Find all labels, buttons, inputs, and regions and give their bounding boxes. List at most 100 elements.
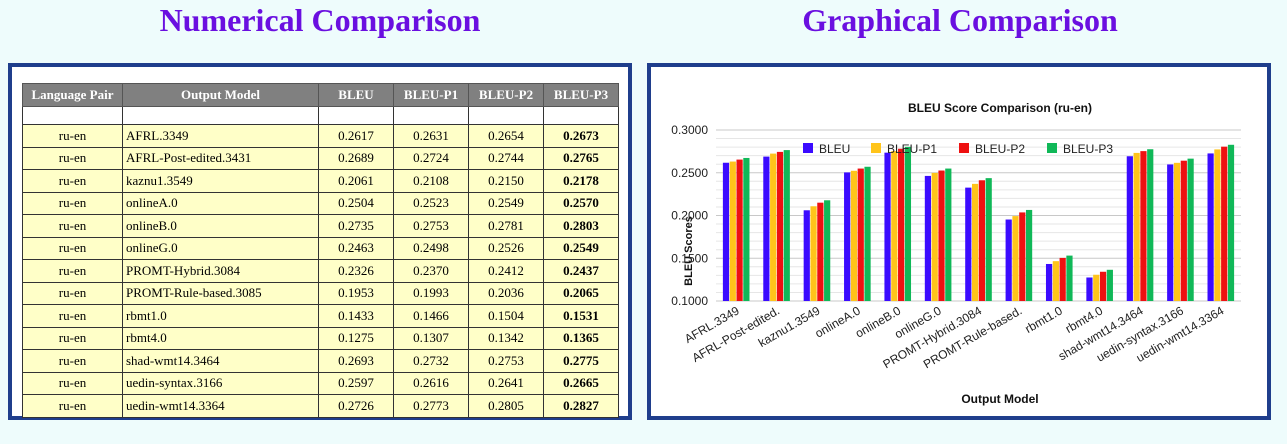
- bar: [1012, 216, 1019, 301]
- bar: [972, 183, 979, 301]
- cell-bleu-p1: 0.1466: [393, 304, 469, 328]
- cell-bleu: 0.1275: [318, 326, 394, 350]
- bar: [736, 159, 743, 301]
- table-spacer-row: [22, 106, 619, 125]
- cell-output-model: PROMT-Hybrid.3084: [122, 259, 319, 283]
- chart-bars: [722, 144, 1235, 301]
- bar: [931, 172, 938, 301]
- legend-label: BLEU-P3: [1063, 142, 1113, 156]
- bar: [783, 150, 790, 301]
- cell-language-pair: ru-en: [22, 124, 123, 148]
- cell-language-pair: ru-en: [22, 259, 123, 283]
- bar: [1086, 277, 1093, 301]
- header-output-model: Output Model: [122, 83, 319, 107]
- y-tick-label: 0.2500: [671, 166, 708, 180]
- cell-bleu-p3: 0.1365: [543, 326, 619, 350]
- cell-bleu-p2: 0.2654: [468, 124, 544, 148]
- bar: [1133, 152, 1140, 301]
- table-row: ru-en onlineA.0 0.2504 0.2523 0.2549 0.2570: [22, 191, 619, 215]
- cell-bleu-p2: 0.2036: [468, 281, 544, 305]
- cell-bleu: 0.2326: [318, 259, 394, 283]
- cell-language-pair: ru-en: [22, 371, 123, 395]
- table-row: ru-en rbmt4.0 0.1275 0.1307 0.1342 0.1365: [22, 326, 619, 350]
- bar: [864, 166, 871, 301]
- bar: [1126, 156, 1133, 301]
- cell-language-pair: ru-en: [22, 349, 123, 373]
- cell-bleu: 0.2689: [318, 146, 394, 170]
- cell-bleu-p3: 0.2065: [543, 281, 619, 305]
- cell-bleu: 0.2463: [318, 236, 394, 260]
- cell-output-model: shad-wmt14.3464: [122, 349, 319, 373]
- cell-language-pair: ru-en: [22, 304, 123, 328]
- cell-bleu-p3: 0.2765: [543, 146, 619, 170]
- table-row: ru-en uedin-syntax.3166 0.2597 0.2616 0.2641…: [22, 371, 619, 395]
- cell-output-model: onlineA.0: [122, 191, 319, 215]
- cell-bleu-p3: 0.2549: [543, 236, 619, 260]
- cell-output-model: uedin-syntax.3166: [122, 371, 319, 395]
- y-tick-label: 0.1000: [671, 294, 708, 308]
- cell-bleu-p2: 0.2781: [468, 214, 544, 238]
- cell-bleu: 0.2735: [318, 214, 394, 238]
- chart-title: BLEU Score Comparison (ru-en): [908, 101, 1092, 115]
- bar: [844, 172, 851, 301]
- bar: [1093, 274, 1100, 301]
- cell-bleu-p2: 0.2744: [468, 146, 544, 170]
- cell-output-model: rbmt4.0: [122, 326, 319, 350]
- legend-swatch: [959, 143, 969, 153]
- bar: [985, 178, 992, 301]
- cell-bleu-p1: 0.2108: [393, 169, 469, 193]
- cell-bleu-p3: 0.2827: [543, 394, 619, 418]
- bleu-bar-chart: BLEU Score Comparison (ru-en) BLEU Score…: [671, 101, 1241, 406]
- cell-bleu-p1: 0.2631: [393, 124, 469, 148]
- cell-bleu-p1: 0.2498: [393, 236, 469, 260]
- cell-bleu-p1: 0.2732: [393, 349, 469, 373]
- cell-bleu-p1: 0.1993: [393, 281, 469, 305]
- y-tick-label: 0.1500: [671, 251, 708, 265]
- bar: [1167, 164, 1174, 301]
- table-row: ru-en AFRL-Post-edited.3431 0.2689 0.2724 0.…: [22, 146, 619, 170]
- header-bleu-p2: BLEU-P2: [468, 83, 544, 107]
- bar: [1106, 269, 1113, 301]
- bar: [898, 148, 905, 301]
- cell-bleu-p1: 0.2753: [393, 214, 469, 238]
- bar: [803, 210, 810, 301]
- cell-bleu-p3: 0.2673: [543, 124, 619, 148]
- cell-bleu-p2: 0.2526: [468, 236, 544, 260]
- bar: [1019, 212, 1026, 301]
- table-row: ru-en uedin-wmt14.3364 0.2726 0.2773 0.2805 0…: [22, 394, 619, 418]
- cell-bleu-p1: 0.2773: [393, 394, 469, 418]
- bar: [1025, 209, 1033, 301]
- table-row: ru-en kaznu1.3549 0.2061 0.2108 0.2150 0.2178: [22, 169, 619, 193]
- cell-bleu: 0.2504: [318, 191, 394, 215]
- cell-output-model: onlineB.0: [122, 214, 319, 238]
- bar: [1187, 158, 1194, 301]
- cell-bleu-p2: 0.2549: [468, 191, 544, 215]
- header-language-pair: Language Pair: [22, 83, 123, 107]
- bar: [776, 151, 784, 301]
- bar: [1147, 149, 1154, 301]
- bar: [945, 168, 952, 301]
- bar: [978, 180, 985, 301]
- cell-language-pair: ru-en: [22, 214, 123, 238]
- legend-label: BLEU-P2: [975, 142, 1025, 156]
- bar: [904, 146, 912, 301]
- cell-language-pair: ru-en: [22, 191, 123, 215]
- cell-bleu-p3: 0.2665: [543, 371, 619, 395]
- bar: [1140, 151, 1147, 301]
- cell-bleu: 0.1953: [318, 281, 394, 305]
- cell-language-pair: ru-en: [22, 281, 123, 305]
- table-header-row: Language Pair Output Model BLEU BLEU-P1 …: [22, 83, 619, 107]
- bar: [1005, 219, 1012, 301]
- bar: [924, 175, 932, 301]
- cell-bleu: 0.2726: [318, 394, 394, 418]
- table-row: ru-en PROMT-Rule-based.3085 0.1953 0.1993 0.…: [22, 281, 619, 305]
- bar: [1066, 255, 1073, 301]
- header-bleu-p1: BLEU-P1: [393, 83, 469, 107]
- cell-output-model: AFRL.3349: [122, 124, 319, 148]
- header-bleu-p3: BLEU-P3: [543, 83, 619, 107]
- x-tick-label: rbmt1.0: [1023, 303, 1066, 336]
- table-panel: Language Pair Output Model BLEU BLEU-P1 …: [8, 63, 632, 420]
- cell-bleu-p3: 0.2437: [543, 259, 619, 283]
- bar: [729, 161, 736, 301]
- header-bleu: BLEU: [318, 83, 394, 107]
